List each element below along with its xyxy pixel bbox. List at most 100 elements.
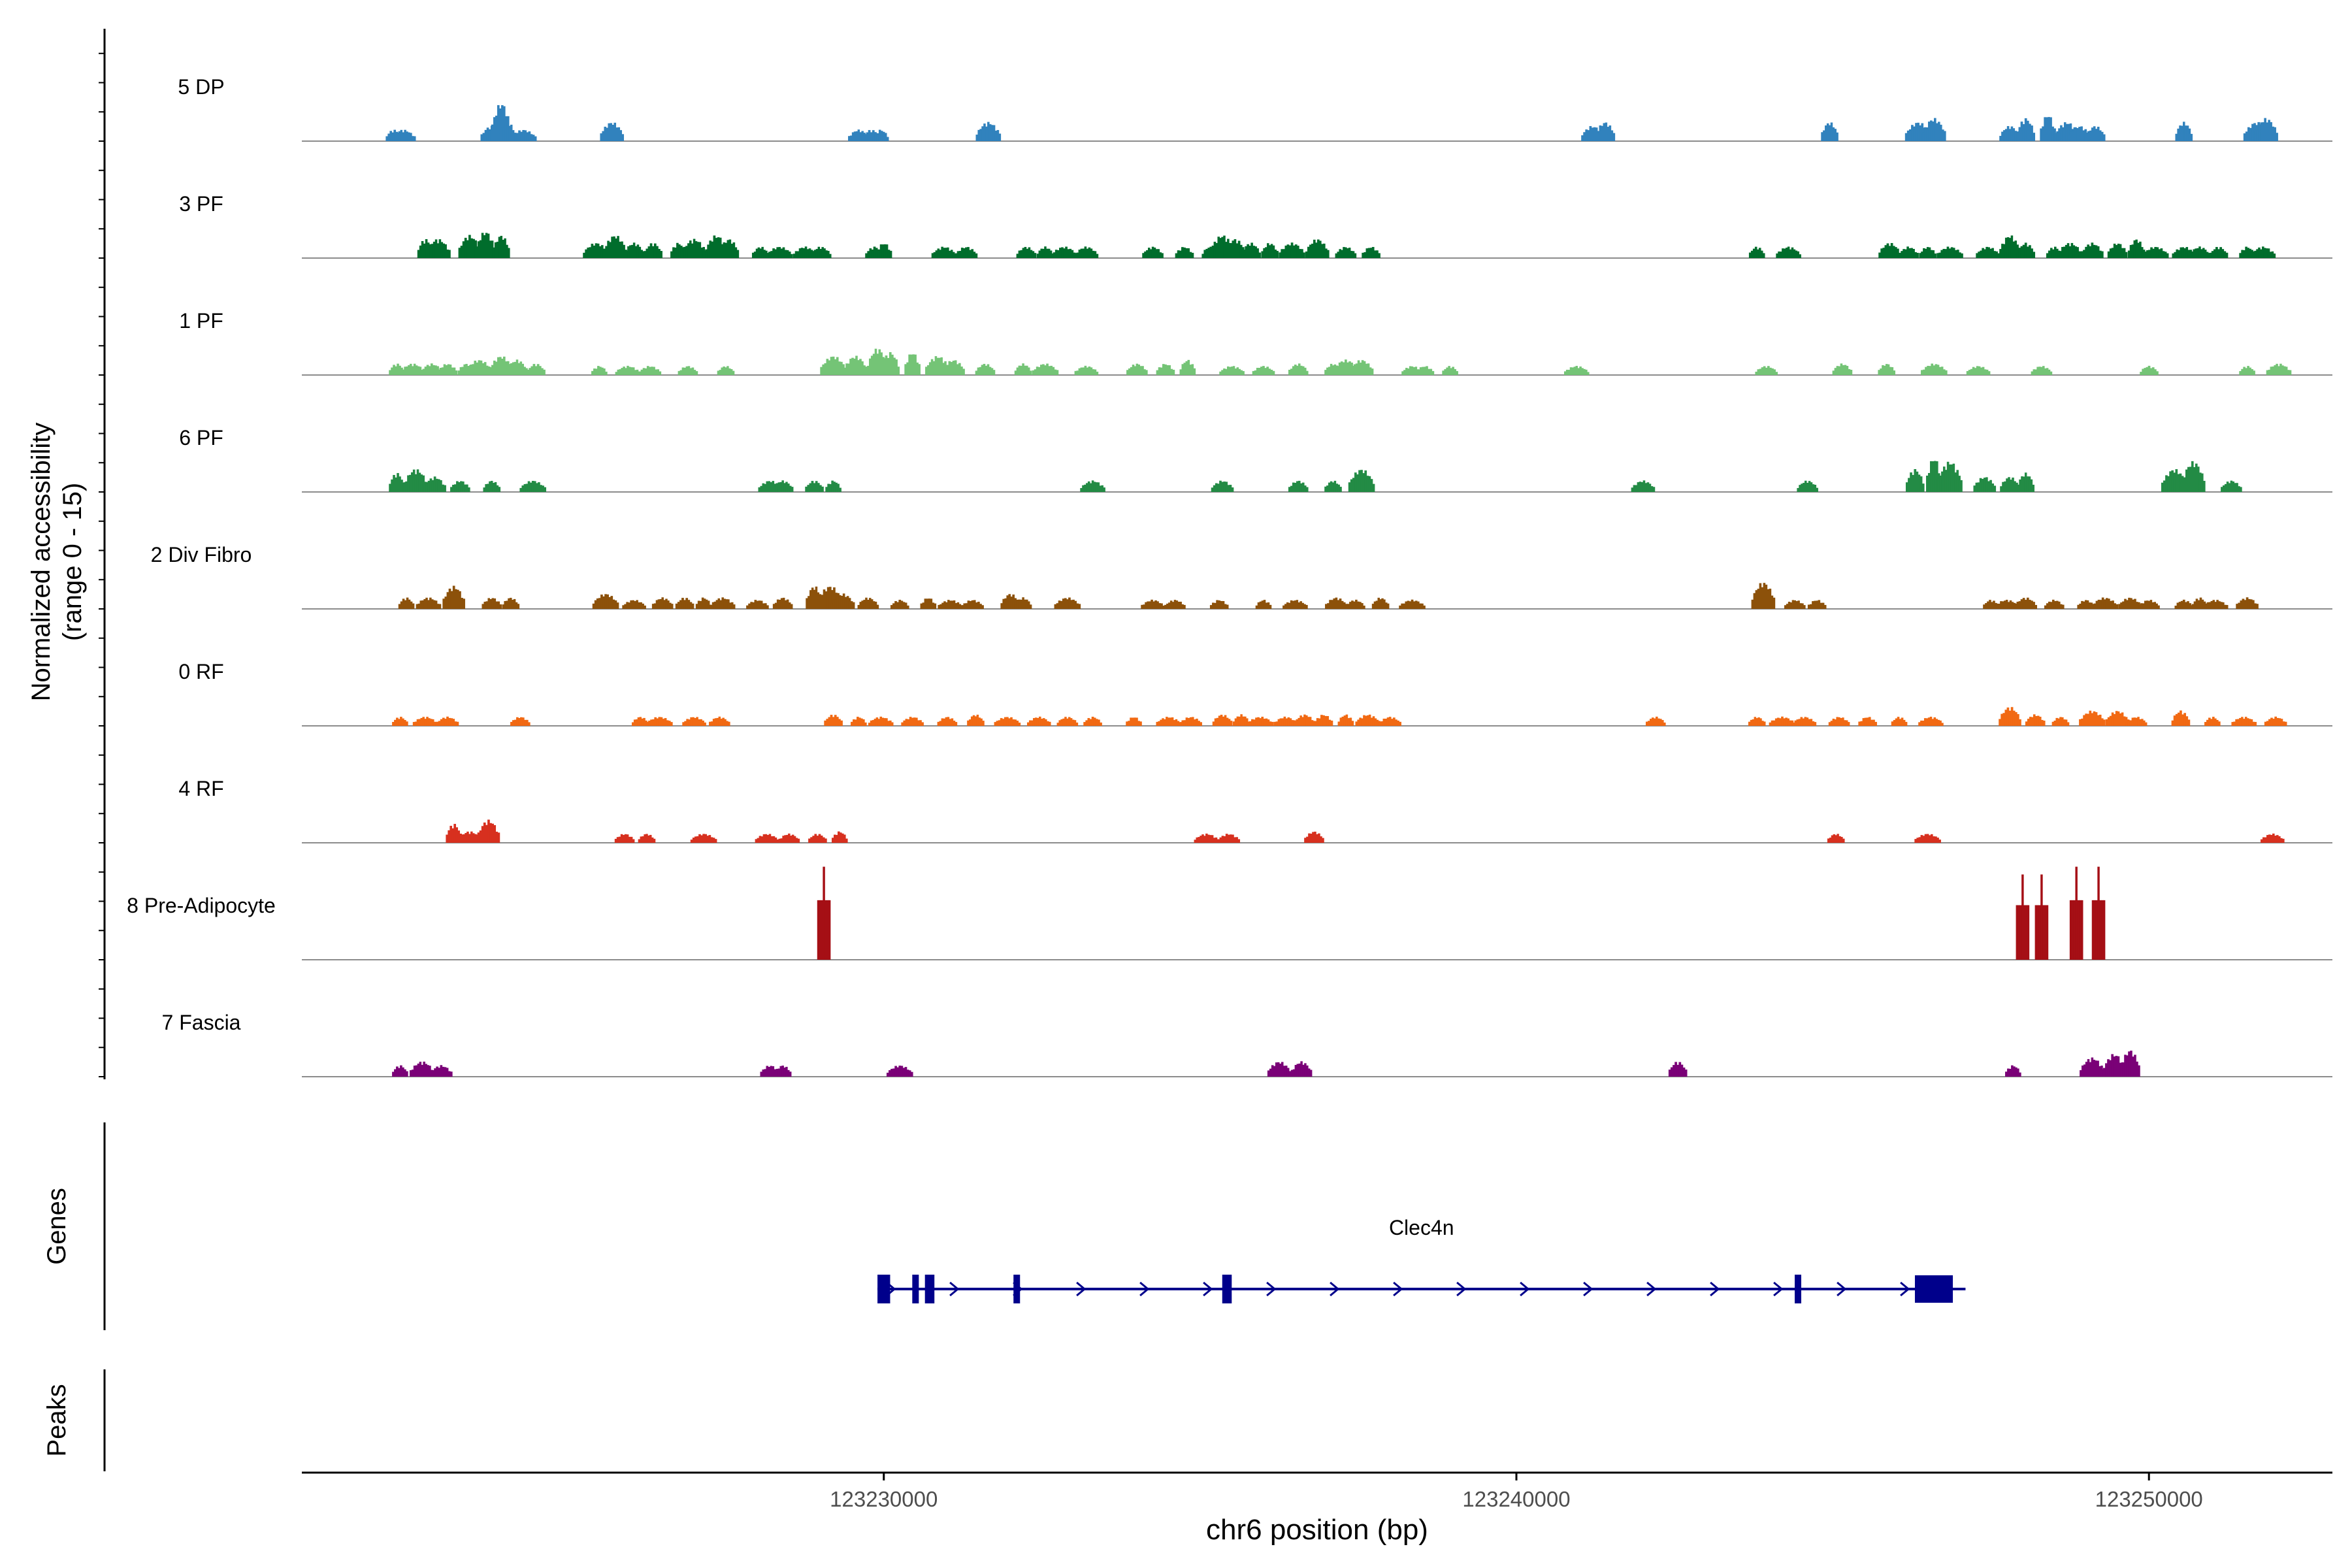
coverage-bar [522,130,525,141]
coverage-peak [1668,1062,1688,1077]
coverage-bar [1978,252,1980,258]
coverage-bar [2256,130,2259,141]
coverage-bar [1027,601,1030,609]
coverage-bar [521,363,524,375]
coverage-bar [618,836,621,843]
coverage-bar [1838,717,1840,726]
coverage-bar [811,251,815,258]
coverage-bar [2240,487,2242,492]
coverage-bar [864,722,867,726]
coverage-bar [855,131,858,141]
coverage-bar [824,720,827,726]
coverage-bar [1246,718,1249,726]
coverage-bar [2078,127,2081,141]
coverage-bar [877,719,881,726]
coverage-peak [437,364,458,375]
coverage-bar [1567,370,1571,375]
coverage-bar [715,238,718,258]
coverage-bar [1288,245,1292,258]
coverage-bar [1024,246,1027,258]
coverage-bar [696,836,699,843]
coverage-bar [1256,367,1259,375]
coverage-bar [684,721,687,726]
coverage-bar [1016,601,1019,609]
coverage-bar [2063,122,2066,141]
coverage-bar [702,834,705,843]
coverage-bar [1416,601,1420,609]
coverage-bar [1296,481,1299,492]
coverage-bar [826,587,830,609]
coverage-bar [1258,252,1261,258]
coverage-peak [425,239,451,258]
coverage-bar [932,602,935,609]
coverage-bar [1265,718,1268,726]
coverage-bar [1925,718,1929,726]
coverage-bar [1294,365,1297,375]
coverage-bar [1054,604,1057,609]
coverage-bar [784,835,787,843]
coverage-bar [2126,600,2129,609]
coverage-bar [472,364,475,375]
coverage-bar [1797,600,1800,609]
coverage-bar [1255,605,1258,609]
coverage-bar [425,1064,427,1077]
coverage-bar [872,720,875,726]
coverage-bar [951,600,954,609]
coverage-bar [1171,717,1174,726]
coverage-bar [831,480,834,492]
coverage-bar [1294,244,1298,258]
coverage-bar [640,250,644,258]
coverage-bar [1661,720,1664,726]
coverage-bar [2204,722,2207,726]
coverage-bar [2095,600,2099,609]
coverage-bar [429,597,432,609]
coverage-bar [1901,717,1904,726]
coverage-bar [531,481,534,492]
coverage-bar [2099,130,2102,141]
coverage-bar [830,357,833,375]
coverage-bar [902,1068,906,1077]
coverage-bar [2126,1055,2129,1077]
coverage-bar [583,252,585,258]
coverage-bar [878,129,881,141]
coverage-peak [1217,834,1241,843]
coverage-bar [1921,123,1924,141]
coverage-bar [2187,466,2190,492]
coverage-bar [1642,480,1646,492]
coverage-bar [514,133,517,141]
coverage-bar [2289,370,2292,375]
coverage-bar [1979,478,1982,492]
coverage-bar [485,233,488,258]
coverage-bar [658,717,661,726]
coverage-bar [890,605,893,609]
coverage-bar [1347,718,1350,726]
coverage-bar [2125,252,2128,258]
coverage-bar [2100,251,2104,258]
coverage-bar [2007,602,2010,609]
coverage-peak [2254,118,2278,141]
coverage-bar [1137,364,1141,375]
coverage-bar [1935,364,1938,375]
coverage-bar [1919,476,1923,492]
coverage-bar [1223,482,1226,492]
coverage-bar [1284,245,1288,258]
coverage-bar [2081,251,2083,258]
coverage-bar [1149,249,1152,258]
coverage-bar [1930,834,1933,843]
coverage-bar [793,836,796,843]
coverage-bar [528,131,531,141]
coverage-bar [1238,716,1241,726]
coverage-bar [632,242,636,258]
coverage-peak [389,473,405,492]
coverage-bar [2140,603,2143,609]
coverage-bar [930,359,934,375]
coverage-bar [1748,252,1752,258]
coverage-bar [787,1070,790,1077]
coverage-bar [2038,717,2042,726]
coverage-bar [536,364,540,375]
coverage-bar [695,371,698,375]
coverage-bar [2169,471,2172,492]
coverage-bar [645,248,649,258]
coverage-bar [2199,597,2202,609]
coverage-bar [1294,483,1297,492]
